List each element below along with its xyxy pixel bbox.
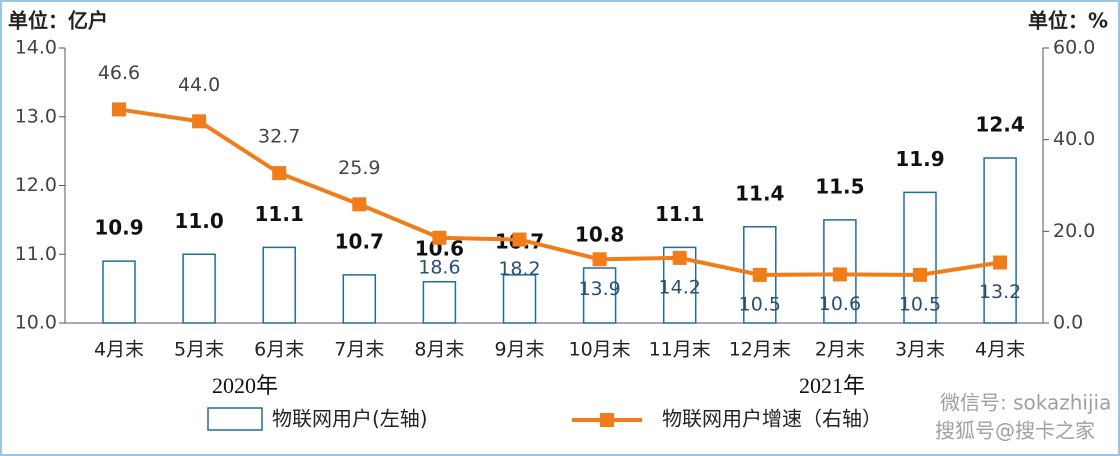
y-tick-label: 12.0 [15,174,57,196]
x-tick-label: 3月末 [895,339,945,361]
x-tick-label: 12月末 [729,339,791,361]
line-marker [352,197,367,212]
line-marker [512,232,527,247]
bar [102,260,136,324]
line-marker [672,250,687,265]
bar [983,157,1017,324]
bar-value-label: 10.9 [94,216,143,240]
line-marker [832,267,847,282]
line-value-label: 32.7 [258,126,300,148]
bar-value-label: 11.4 [735,181,784,205]
line-value-label: 10.5 [739,293,781,315]
line-value-label: 14.2 [659,276,701,298]
y-tick-label: 11.0 [15,243,57,265]
line-marker [272,166,287,181]
y-tick-label: 10.0 [15,312,57,334]
legend-line-marker [600,413,614,427]
legend-label: 物联网用户增速（右轴） [662,407,882,431]
x-tick-label: 8月末 [414,339,464,361]
line-value-label: 10.5 [899,293,941,315]
bar-value-label: 11.5 [815,174,864,198]
line-marker [592,252,607,267]
legend-label: 物联网用户(左轴) [272,407,428,431]
bar [582,267,617,324]
left-unit: 单位：亿户 [8,9,108,33]
legend-bar-swatch [207,407,263,431]
y-tick-label: 13.0 [15,105,57,127]
y-tick-label: 14.0 [15,37,57,59]
x-tick-label: 7月末 [334,339,384,361]
y2-tick-label: 60.0 [1053,37,1095,59]
y2-tick-label: 0.0 [1053,312,1083,334]
year-label: 2020年 [212,373,278,398]
line-value-label: 18.6 [418,256,460,278]
line-value-label: 25.9 [338,157,380,179]
x-tick-label: 5月末 [174,339,224,361]
bar [342,274,377,324]
bar [262,246,296,324]
line-marker [913,267,927,282]
y2-tick-label: 40.0 [1053,128,1095,150]
line [118,107,1001,277]
bar-value-label: 11.1 [655,202,704,226]
x-tick-label: 9月末 [494,339,544,361]
watermark: 搜狐号@搜卡之家 [935,419,1095,443]
line-value-label: 18.2 [498,258,540,280]
right-unit: 单位：% [1028,9,1108,33]
x-tick-label: 4月末 [94,339,144,361]
y2-tick-label: 20.0 [1053,220,1095,242]
line-value-label: 13.9 [578,278,620,300]
bar-value-label: 10.7 [335,229,384,253]
x-tick-label: 4月末 [975,339,1025,361]
watermark: 微信号: sokazhijia [940,391,1111,415]
line-marker [432,230,447,245]
x-tick-label: 6月末 [254,339,304,361]
bar-value-label: 11.1 [255,202,304,226]
line-value-label: 44.0 [178,74,220,96]
bar [502,274,537,324]
bar [422,281,457,324]
bar-value-label: 11.0 [174,209,223,233]
x-tick-label: 2月末 [815,339,865,361]
bar-value-label: 10.8 [575,223,624,247]
line-marker [192,114,207,129]
bar-value-label: 11.9 [895,147,944,171]
line-marker [993,255,1008,270]
x-tick-label: 10月末 [569,339,631,361]
bar [903,191,937,324]
line-marker [112,102,126,117]
line-value-label: 46.6 [98,62,140,84]
bar-value-label: 12.4 [975,113,1024,137]
line-value-label: 13.2 [979,281,1021,303]
year-label: 2021年 [799,373,865,398]
x-tick-label: 11月末 [649,339,711,361]
line-marker [752,267,767,282]
line-value-label: 10.6 [819,293,861,315]
bar [182,253,216,324]
